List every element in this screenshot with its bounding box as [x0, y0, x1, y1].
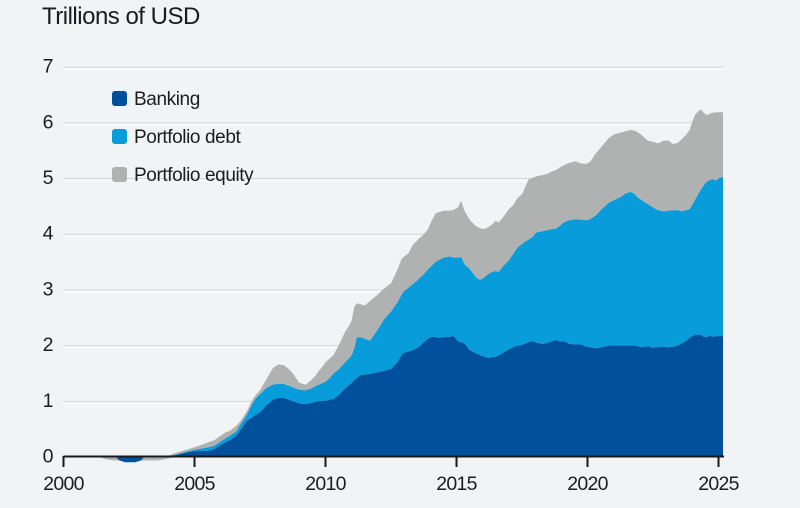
- svg-text:Trillions of USD: Trillions of USD: [42, 3, 200, 30]
- svg-text:4: 4: [43, 223, 54, 245]
- svg-text:0: 0: [43, 446, 54, 468]
- svg-text:1: 1: [43, 390, 54, 412]
- svg-text:2000: 2000: [43, 473, 84, 495]
- svg-text:Portfolio debt: Portfolio debt: [134, 127, 241, 148]
- svg-text:Banking: Banking: [134, 89, 200, 110]
- svg-text:7: 7: [43, 56, 54, 78]
- svg-text:2020: 2020: [567, 473, 608, 495]
- svg-text:2005: 2005: [174, 473, 215, 495]
- svg-text:Portfolio equity: Portfolio equity: [134, 165, 254, 186]
- svg-text:6: 6: [43, 111, 54, 133]
- svg-text:2010: 2010: [305, 473, 346, 495]
- svg-text:2015: 2015: [436, 473, 477, 495]
- svg-text:5: 5: [43, 167, 54, 189]
- svg-text:3: 3: [43, 278, 54, 300]
- svg-text:2: 2: [43, 334, 54, 356]
- svg-text:2025: 2025: [698, 473, 739, 495]
